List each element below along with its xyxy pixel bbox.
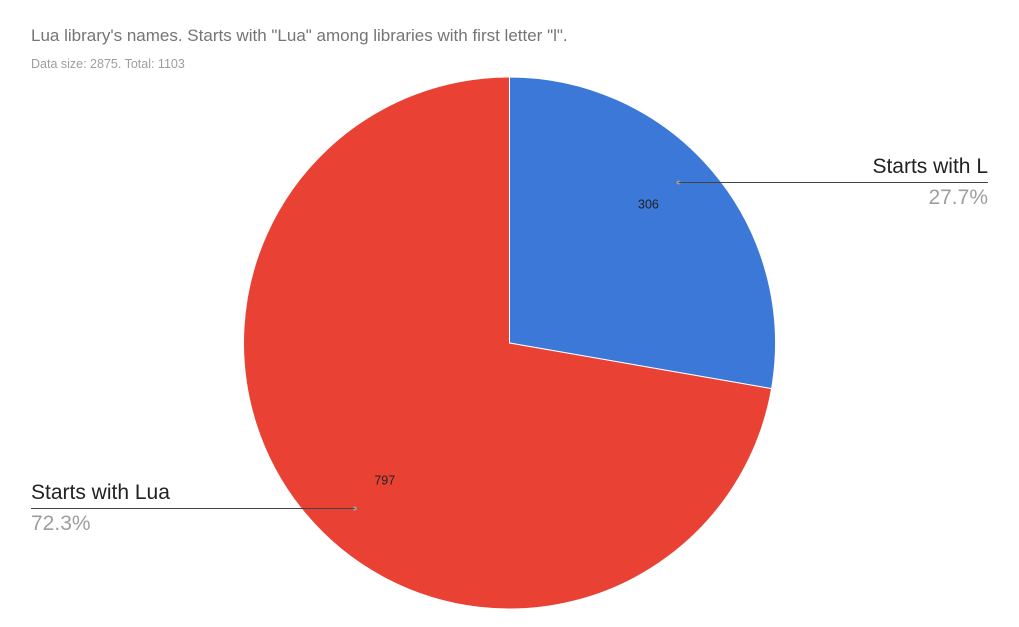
pie-slice-starts-with-l[interactable] xyxy=(509,76,776,390)
slice-label-starts-with-l: Starts with L xyxy=(872,155,988,178)
pie-slice-starts-with-lua[interactable] xyxy=(243,76,773,610)
slice-percent-starts-with-lua: 72.3% xyxy=(31,512,91,535)
slice-value-starts-with-l: 306 xyxy=(638,198,659,212)
slice-percent-starts-with-l: 27.7% xyxy=(928,186,988,209)
slice-label-starts-with-lua: Starts with Lua xyxy=(31,481,170,504)
chart-title: Lua library's names. Starts with "Lua" a… xyxy=(31,26,568,45)
slice-value-starts-with-lua: 797 xyxy=(374,474,395,488)
chart-subtitle: Data size: 2875. Total: 1103 xyxy=(31,57,185,71)
